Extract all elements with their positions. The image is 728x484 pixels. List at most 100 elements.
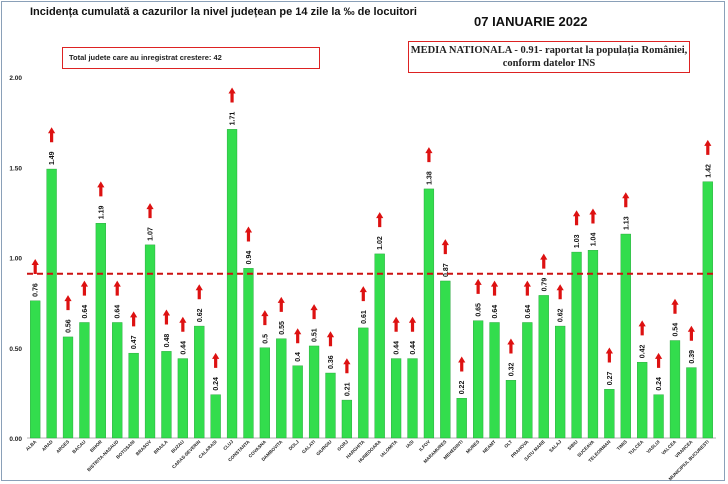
bar-value-label: 1.04 bbox=[590, 233, 597, 247]
bar-value-label: 0.51 bbox=[312, 328, 319, 342]
increase-arrow-icon bbox=[687, 325, 695, 341]
x-tick-label: GORJ bbox=[336, 439, 349, 452]
bar-value-label: 0.32 bbox=[508, 363, 515, 377]
bar bbox=[587, 250, 599, 439]
increase-arrow-icon bbox=[326, 331, 335, 347]
bar-value-label: 0.64 bbox=[525, 305, 532, 319]
bar-value-label: 0.44 bbox=[410, 341, 417, 355]
y-tick-label: 1.00 bbox=[9, 256, 22, 263]
x-tick-label: ARAD bbox=[41, 439, 54, 452]
bar bbox=[144, 244, 156, 439]
bar-value-label: 0.21 bbox=[344, 382, 351, 396]
increase-arrow-icon bbox=[605, 347, 613, 363]
increase-arrow-icon bbox=[490, 280, 499, 296]
bar-value-label: 0.24 bbox=[213, 377, 220, 391]
bar bbox=[571, 251, 582, 439]
increase-arrow-icon bbox=[474, 278, 482, 294]
increase-arrow-icon bbox=[261, 310, 269, 326]
bar bbox=[374, 253, 385, 439]
bar-value-label: 0.47 bbox=[131, 335, 138, 349]
bar bbox=[538, 295, 549, 439]
x-tick-label: BIHOR bbox=[89, 439, 103, 453]
bar bbox=[358, 327, 369, 439]
y-tick-label: 0.00 bbox=[9, 436, 22, 443]
bar-value-label: 1.71 bbox=[230, 112, 237, 126]
bar-value-label: 0.64 bbox=[115, 305, 122, 319]
bar-value-label: 0.24 bbox=[656, 377, 663, 391]
bar bbox=[226, 129, 238, 439]
bar bbox=[505, 380, 517, 439]
bar-value-label: 0.39 bbox=[689, 350, 696, 364]
increase-arrow-icon bbox=[376, 212, 384, 228]
increase-arrow-icon bbox=[671, 298, 679, 314]
bar bbox=[95, 223, 106, 439]
increase-arrow-icon bbox=[310, 304, 318, 320]
increase-arrow-icon bbox=[441, 239, 449, 255]
bar bbox=[653, 394, 664, 439]
bar bbox=[456, 398, 467, 439]
x-tick-label: CARAS-SEVERIN bbox=[171, 439, 202, 470]
x-tick-label: GALATI bbox=[301, 439, 316, 454]
bar-value-label: 0.56 bbox=[66, 319, 73, 333]
chart-title: Incidența cumulată a cazurilor la nivel … bbox=[30, 6, 417, 18]
bar bbox=[46, 168, 57, 439]
bar bbox=[308, 345, 320, 439]
increase-arrow-icon bbox=[507, 338, 515, 354]
x-tick-label: TULCEA bbox=[628, 439, 645, 456]
increase-arrow-icon bbox=[458, 356, 466, 372]
bar-value-label: 0.44 bbox=[180, 341, 187, 355]
bar bbox=[423, 188, 435, 439]
increase-count-text: Total judete care au inregistrat crester… bbox=[69, 53, 222, 62]
increase-arrow-icon bbox=[179, 316, 187, 332]
increase-arrow-icon bbox=[31, 259, 39, 275]
bar bbox=[128, 352, 139, 439]
increase-arrow-icon bbox=[195, 284, 203, 300]
bar-value-label: 0.36 bbox=[328, 355, 335, 369]
bar bbox=[407, 358, 418, 439]
bar bbox=[555, 325, 566, 439]
bar bbox=[243, 268, 254, 439]
x-tick-label: IASI bbox=[405, 439, 415, 449]
x-tick-label: DOLJ bbox=[288, 439, 301, 452]
increase-arrow-icon bbox=[64, 295, 72, 311]
y-tick-label: 1.50 bbox=[9, 165, 22, 172]
bar-value-label: 1.19 bbox=[98, 205, 105, 219]
bar bbox=[79, 322, 90, 439]
bar-value-label: 0.42 bbox=[640, 344, 647, 358]
bar bbox=[473, 320, 484, 439]
x-tick-label: BRASOV bbox=[135, 439, 153, 457]
increase-arrow-icon bbox=[277, 296, 285, 312]
x-tick-label: VASLUI bbox=[646, 439, 661, 454]
bar bbox=[620, 233, 631, 439]
bar-value-label: 1.42 bbox=[705, 164, 712, 178]
x-tick-label: CLUJ bbox=[222, 439, 234, 451]
bar bbox=[341, 399, 353, 439]
bar bbox=[604, 389, 615, 439]
bar-value-label: 0.55 bbox=[279, 321, 286, 335]
increase-arrow-icon bbox=[540, 253, 548, 269]
increase-arrow-icon bbox=[556, 284, 564, 300]
bar-value-label: 1.02 bbox=[377, 236, 384, 250]
increase-arrow-icon bbox=[228, 87, 236, 103]
bar bbox=[292, 365, 303, 439]
bar bbox=[62, 336, 74, 439]
bar-value-label: 0.65 bbox=[476, 303, 483, 317]
increase-arrow-icon bbox=[80, 280, 89, 296]
x-tick-label: BRAILA bbox=[153, 439, 169, 455]
national-average-line2: conform datelor INS bbox=[502, 58, 596, 69]
increase-arrow-icon bbox=[654, 352, 663, 368]
bar-value-label: 0.4 bbox=[295, 352, 302, 362]
bar-value-label: 0.79 bbox=[541, 278, 548, 292]
x-tick-label: BUZAU bbox=[170, 439, 185, 454]
increase-arrow-icon bbox=[408, 316, 417, 332]
bar bbox=[30, 300, 41, 439]
x-tick-label: SALAJ bbox=[548, 439, 562, 453]
bar-value-label: 0.87 bbox=[443, 263, 450, 277]
increase-arrow-icon bbox=[97, 181, 105, 197]
bar bbox=[440, 280, 451, 439]
bar bbox=[390, 358, 402, 439]
chart-date: 07 IANUARIE 2022 bbox=[474, 14, 588, 29]
bar-value-label: 0.44 bbox=[394, 341, 401, 355]
